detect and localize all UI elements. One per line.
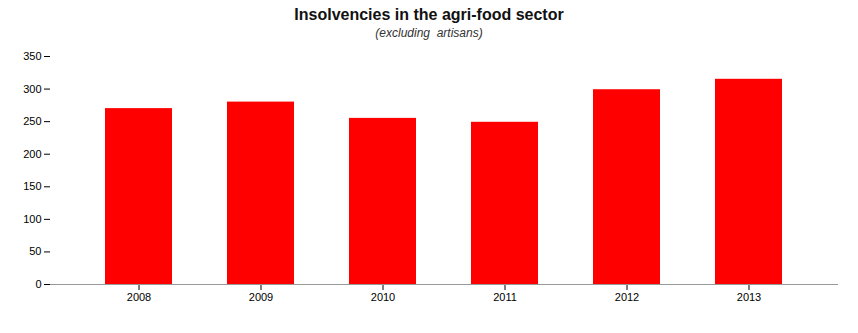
svg-text:250: 250 (23, 115, 41, 127)
svg-text:200: 200 (23, 148, 41, 160)
svg-text:2012: 2012 (615, 291, 639, 303)
svg-text:0: 0 (35, 278, 41, 290)
svg-text:50: 50 (29, 245, 41, 257)
html-text:(excluding artisans): (excluding artisans) (375, 26, 483, 40)
svg-text:2013: 2013 (737, 291, 761, 303)
svg-text:2008: 2008 (127, 291, 151, 303)
html-text:Insolvencies in the agri-food: Insolvencies in the agri-food sector (294, 6, 564, 23)
svg-text:2011: 2011 (493, 291, 517, 303)
svg-text:2010: 2010 (371, 291, 395, 303)
svg-text:2009: 2009 (249, 291, 273, 303)
svg-text:150: 150 (23, 180, 41, 192)
svg-text:100: 100 (23, 213, 41, 225)
svg-text:300: 300 (23, 83, 41, 95)
svg-text:350: 350 (23, 50, 41, 62)
